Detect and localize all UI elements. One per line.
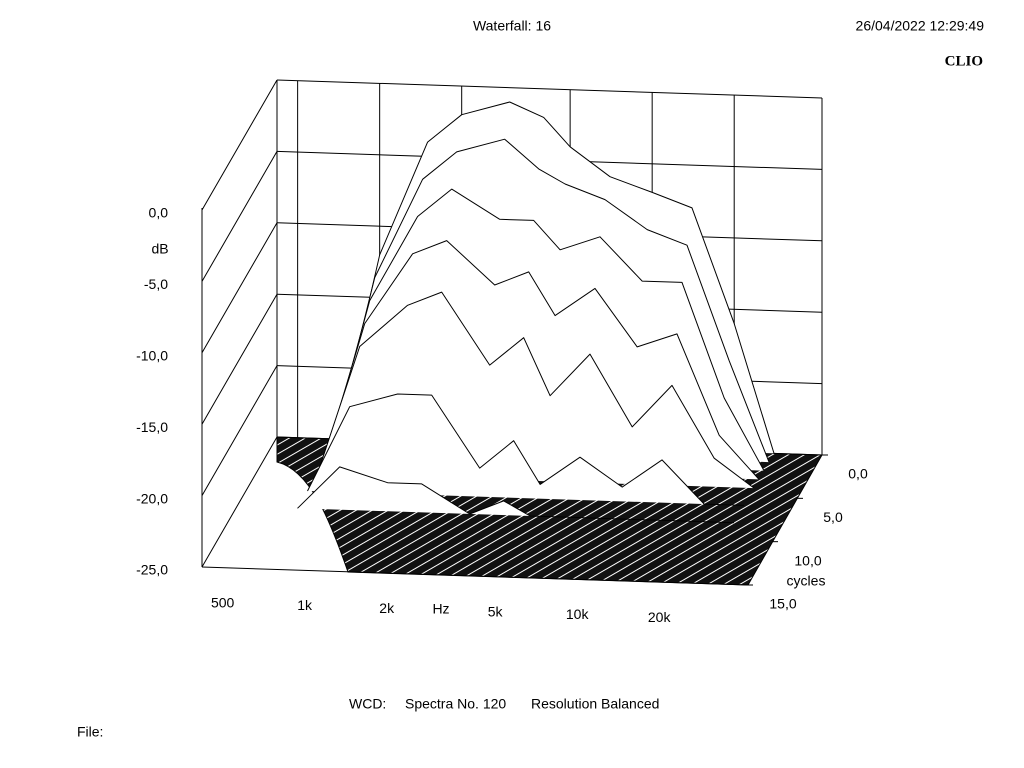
z-tick-label: 5,0 [823, 509, 843, 525]
y-tick-label: 0,0 [149, 205, 169, 221]
waterfall-slice [307, 393, 745, 506]
y-tick-label: -25,0 [136, 562, 168, 578]
footer-wcd: WCD: [349, 696, 386, 712]
x-tick-label: 1k [297, 597, 313, 613]
frame [201, 80, 823, 567]
grid-line [201, 151, 278, 282]
x-axis-label: Hz [432, 601, 449, 617]
file-label: File: [77, 724, 103, 740]
waterfall-slice [297, 466, 735, 524]
grid-line [201, 293, 278, 425]
grid-line [201, 365, 278, 496]
footer-spectra: Spectra No. 120 [405, 696, 506, 712]
z-tick-label: 0,0 [848, 466, 868, 482]
y-tick-label: -15,0 [136, 419, 168, 435]
z-tick-label: 10,0 [794, 552, 821, 568]
x-tick-label: 2k [379, 600, 395, 616]
footer-resolution: Resolution Balanced [531, 696, 659, 712]
grid-line [276, 79, 823, 99]
x-tick-label: 20k [648, 609, 672, 625]
grid-line [201, 436, 278, 568]
z-axis-label: cycles [787, 573, 826, 589]
x-tick-label: 10k [566, 606, 590, 622]
x-tick-label: 5k [488, 603, 504, 619]
y-tick-label: -5,0 [144, 276, 168, 292]
grid-line [201, 79, 278, 211]
chart-title: Waterfall: 16 [473, 18, 551, 34]
y-tick-label: -20,0 [136, 490, 168, 506]
x-tick-label: 500 [211, 594, 235, 610]
timestamp: 26/04/2022 12:29:49 [856, 18, 985, 34]
front-edge [201, 566, 749, 586]
grid-line [201, 222, 278, 354]
y-axis-label: dB [151, 241, 168, 257]
z-tick-label: 15,0 [769, 596, 796, 612]
brand: CLIO [945, 53, 983, 69]
y-tick-label: -10,0 [136, 348, 168, 364]
